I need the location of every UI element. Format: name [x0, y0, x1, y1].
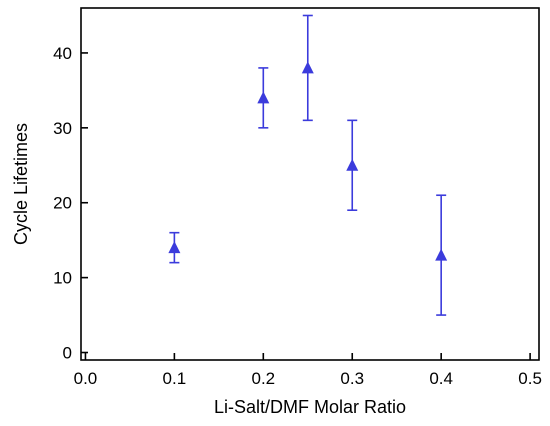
x-tick-label: 0.0	[74, 369, 98, 388]
data-point	[435, 248, 448, 261]
x-tick-label: 0.3	[340, 369, 364, 388]
x-tick-label: 0.1	[163, 369, 187, 388]
data-point	[168, 241, 181, 254]
data-point	[346, 158, 359, 171]
y-tick-label: 20	[53, 194, 72, 213]
x-tick-label: 0.5	[518, 369, 542, 388]
y-axis-title: Cycle Lifetimes	[11, 123, 31, 245]
data-point	[301, 61, 314, 74]
data-series	[168, 14, 448, 316]
y-tick-label: 0	[63, 344, 72, 363]
y-axis: 0 10 20 30 40	[53, 44, 88, 363]
x-axis-title: Li-Salt/DMF Molar Ratio	[214, 397, 406, 417]
plot-frame	[80, 7, 540, 361]
y-tick-label: 40	[53, 44, 72, 63]
x-axis: 0.0 0.1 0.2 0.3 0.4 0.5	[74, 353, 542, 388]
y-tick-label: 10	[53, 269, 72, 288]
x-tick-label: 0.4	[429, 369, 453, 388]
x-tick-label: 0.2	[251, 369, 275, 388]
y-tick-label: 30	[53, 119, 72, 138]
data-point	[257, 91, 270, 104]
